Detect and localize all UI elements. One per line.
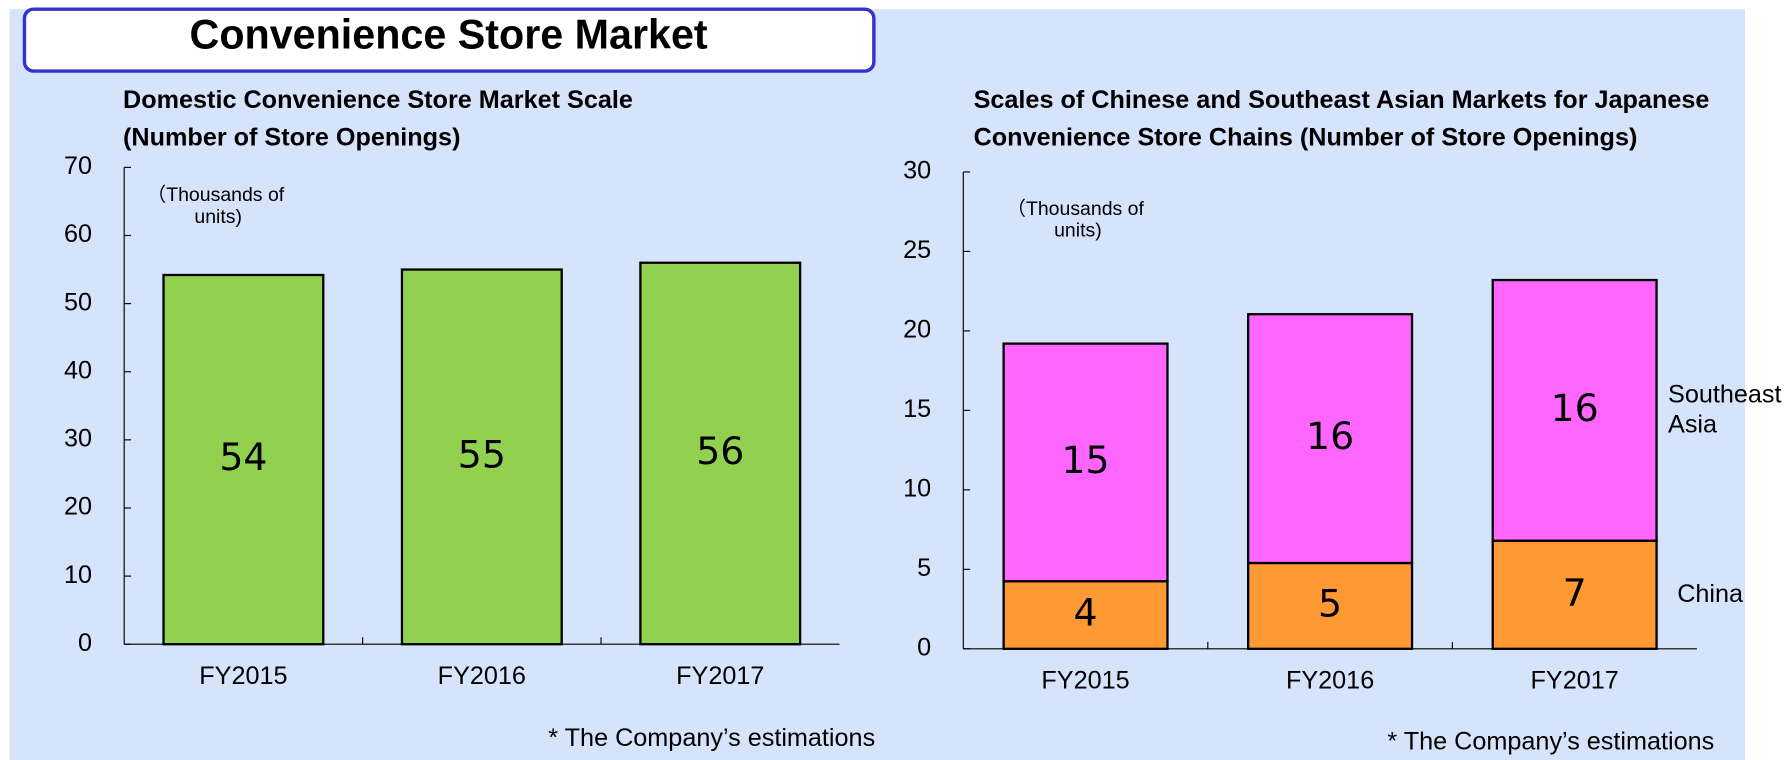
chart-title: Domestic Convenience Store Market Scale … <box>123 86 640 152</box>
bar-segment <box>1247 561 1414 650</box>
bar <box>400 268 563 646</box>
x-tick-label: FY2017 <box>1531 667 1619 695</box>
x-tick-label: FY2015 <box>1041 667 1129 695</box>
y-tick-label: 0 <box>917 633 931 661</box>
data-label: 56 <box>696 429 744 473</box>
y-tick-label: 10 <box>903 475 931 503</box>
unit-annotation: （Thousands of units) <box>1006 198 1149 242</box>
unit-annotation: （Thousands of units) <box>147 184 290 228</box>
data-label: 15 <box>1061 438 1109 482</box>
data-label: 16 <box>1306 414 1354 458</box>
bar-segment <box>1247 313 1414 565</box>
y-tick-label: 70 <box>64 152 92 180</box>
title-box <box>22 7 876 73</box>
bar-segment <box>1002 342 1169 583</box>
bar <box>162 273 325 646</box>
data-label: 55 <box>458 432 506 476</box>
bar <box>639 261 802 646</box>
y-tick-label: 60 <box>64 220 92 248</box>
y-tick-label: 0 <box>78 629 92 657</box>
y-tick-label: 15 <box>903 395 931 423</box>
footnote: * The Company’s estimations <box>548 724 875 752</box>
x-tick-label: FY2017 <box>676 662 764 690</box>
x-tick-label: FY2015 <box>199 662 287 690</box>
y-tick-label: 30 <box>903 157 931 185</box>
x-tick-label: FY2016 <box>1286 667 1374 695</box>
data-label: 7 <box>1563 570 1587 614</box>
footnote: * The Company’s estimations <box>1387 727 1714 755</box>
data-label: 16 <box>1551 386 1599 430</box>
bar-segment <box>1491 539 1658 650</box>
series-label: China <box>1677 579 1744 607</box>
y-tick-label: 20 <box>64 493 92 521</box>
page-title: Convenience Store Market <box>190 12 708 58</box>
data-label: 5 <box>1318 581 1342 625</box>
series-label: Southeast Asia <box>1668 380 1789 438</box>
y-tick-label: 20 <box>903 316 931 344</box>
x-tick-label: FY2016 <box>438 662 526 690</box>
y-tick-label: 40 <box>64 356 92 384</box>
bar-segment <box>1002 580 1169 650</box>
bar-segment <box>1491 278 1658 542</box>
y-tick-label: 10 <box>64 561 92 589</box>
y-tick-label: 25 <box>903 236 931 264</box>
data-label: 4 <box>1074 591 1098 635</box>
y-tick-label: 50 <box>64 288 92 316</box>
data-label: 54 <box>219 435 267 479</box>
y-tick-label: 30 <box>64 425 92 453</box>
y-tick-label: 5 <box>917 554 931 582</box>
chart-title: Scales of Chinese and Southeast Asian Ma… <box>974 86 1717 152</box>
